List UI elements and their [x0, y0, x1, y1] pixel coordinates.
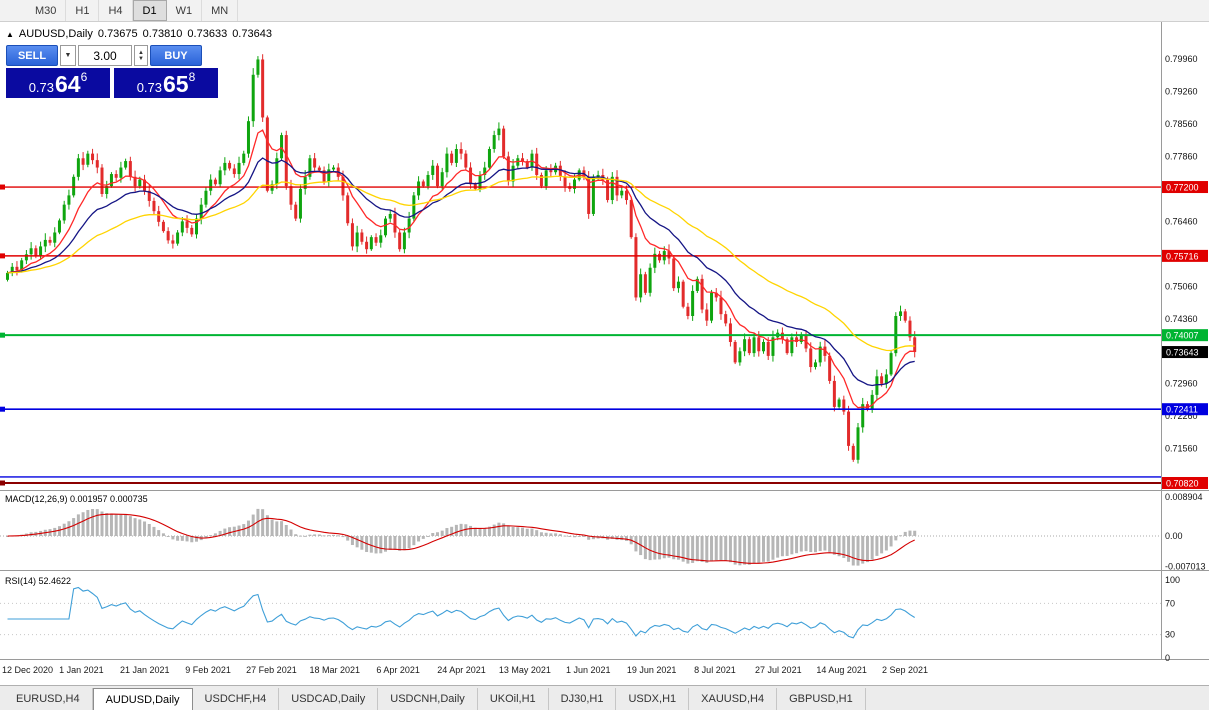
spin-up-icon[interactable]: ▲	[138, 49, 144, 56]
date-axis[interactable]: 12 Dec 2020 1 Jan 2021 21 Jan 2021 9 Feb 20…	[0, 662, 1161, 680]
svg-text:70: 70	[1165, 598, 1175, 608]
spin-down-icon[interactable]: ▼	[138, 55, 144, 62]
date-label: 12 Dec 2020	[2, 665, 54, 675]
svg-text:0.77200: 0.77200	[1166, 183, 1199, 193]
svg-text:0.72260: 0.72260	[1165, 411, 1198, 421]
svg-text:0.73643: 0.73643	[1166, 348, 1199, 358]
horizontal-lines-layer[interactable]	[0, 184, 1161, 486]
chart-tab-eurusd-h4[interactable]: EURUSD,H4	[4, 688, 93, 710]
low-value: 0.73633	[187, 28, 228, 40]
svg-text:0.75716: 0.75716	[1166, 251, 1199, 261]
date-label: 8 Jul 2021	[694, 665, 736, 675]
rsi-pane	[0, 586, 1161, 639]
volume-stepper[interactable]: ▲ ▼	[134, 45, 148, 66]
svg-text:0.72411: 0.72411	[1166, 405, 1198, 415]
macd-indicator-label: MACD(12,26,9) 0.001957 0.000735	[5, 494, 148, 504]
buy-price-big: 65	[163, 71, 189, 97]
svg-text:0.77860: 0.77860	[1165, 151, 1198, 161]
svg-text:0.78560: 0.78560	[1165, 119, 1198, 129]
svg-text:0: 0	[1165, 653, 1170, 663]
date-label: 1 Jun 2021	[565, 665, 611, 675]
sell-price-big: 64	[55, 71, 81, 97]
svg-text:0.71560: 0.71560	[1165, 444, 1198, 454]
buy-price-prefix: 0.73	[136, 80, 163, 95]
svg-text:100: 100	[1165, 575, 1180, 585]
chart-tab-audusd-daily[interactable]: AUDUSD,Daily	[92, 688, 193, 710]
chart-tab-usdx-h1[interactable]: USDX,H1	[616, 688, 690, 710]
sell-price-display[interactable]: 0.73 64 6	[6, 68, 110, 98]
svg-text:30: 30	[1165, 630, 1175, 640]
moving-averages-layer	[7, 129, 915, 409]
sell-price-prefix: 0.73	[28, 80, 55, 95]
timeframe-button-MN[interactable]: MN	[202, 0, 239, 21]
svg-text:0.79260: 0.79260	[1165, 86, 1198, 96]
one-click-trade-panel: SELL ▼ ▲ ▼ BUY 0.73 64 6 0.73 65 8	[6, 45, 220, 98]
buy-price-sup: 8	[188, 70, 196, 84]
date-label: 2 Sep 2021	[882, 665, 929, 675]
date-label: 27 Feb 2021	[246, 665, 297, 675]
macd-pane	[0, 508, 1161, 566]
date-label: 18 Mar 2021	[309, 665, 361, 675]
close-value: 0.73643	[232, 28, 272, 40]
chart-tab-usdcad-daily[interactable]: USDCAD,Daily	[279, 688, 379, 710]
date-label: 21 Jan 2021	[119, 665, 170, 675]
chart-tab-gbpusd-h1[interactable]: GBPUSD,H1	[777, 688, 866, 710]
date-label: 24 Apr 2021	[437, 665, 486, 675]
chart-tab-dj30-h1[interactable]: DJ30,H1	[549, 688, 617, 710]
timeframe-toolbar: M30 H1 H4 D1 W1 MN	[0, 0, 1209, 22]
svg-text:0.00: 0.00	[1165, 531, 1183, 541]
buy-price-display[interactable]: 0.73 65 8	[114, 68, 218, 98]
chart-tab-usdcnh-daily[interactable]: USDCNH,Daily	[378, 688, 478, 710]
svg-text:0.72960: 0.72960	[1165, 379, 1198, 389]
svg-text:0.75060: 0.75060	[1165, 281, 1198, 291]
date-label: 13 May 2021	[498, 665, 551, 675]
date-label: 27 Jul 2021	[755, 665, 802, 675]
chart-ohlc-header: ▲ AUDUSD,Daily 0.73675 0.73810 0.73633 0…	[6, 28, 272, 40]
price-chart[interactable]: 0.79960 0.79260 0.78560 0.77860 0.76460 0.750…	[0, 22, 1209, 685]
collapse-panel-icon[interactable]: ▲	[6, 29, 14, 39]
timeframe-button-D1[interactable]: D1	[132, 0, 167, 21]
svg-text:0.76460: 0.76460	[1165, 216, 1198, 226]
symbol-label: AUDUSD,Daily	[18, 28, 93, 40]
volume-input[interactable]	[78, 45, 132, 66]
chart-tab-ukoil-h1[interactable]: UKOil,H1	[478, 688, 549, 710]
price-axis[interactable]: 0.79960 0.79260 0.78560 0.77860 0.76460 0.750…	[1162, 54, 1208, 663]
date-label: 1 Jan 2021	[59, 665, 104, 675]
chart-tab-usdchf-h4[interactable]: USDCHF,H4	[193, 688, 280, 710]
svg-text:0.74007: 0.74007	[1166, 331, 1199, 341]
sell-button[interactable]: SELL	[6, 45, 58, 66]
chart-tab-xauusd-h4[interactable]: XAUUSD,H4	[689, 688, 778, 710]
high-value: 0.73810	[142, 28, 183, 40]
timeframe-button-H4[interactable]: H4	[99, 0, 133, 21]
open-value: 0.73675	[97, 28, 138, 40]
pane-frames	[0, 22, 1209, 660]
svg-text:0.008904: 0.008904	[1165, 492, 1203, 502]
chart-tab-bar: EURUSD,H4 AUDUSD,Daily USDCHF,H4 USDCAD,Dai…	[0, 685, 1209, 710]
volume-dropdown-icon[interactable]: ▼	[60, 45, 76, 66]
candles-layer	[6, 54, 917, 464]
svg-text:0.74360: 0.74360	[1165, 314, 1198, 324]
sell-price-sup: 6	[80, 70, 88, 84]
svg-text:0.70820: 0.70820	[1166, 479, 1199, 489]
date-label: 19 Jun 2021	[626, 665, 677, 675]
date-label: 9 Feb 2021	[185, 665, 231, 675]
timeframe-button-H1[interactable]: H1	[66, 0, 100, 21]
date-label: 6 Apr 2021	[376, 665, 420, 675]
timeframe-button-W1[interactable]: W1	[167, 0, 203, 21]
date-label: 14 Aug 2021	[816, 665, 867, 675]
svg-text:-0.007013: -0.007013	[1165, 562, 1206, 572]
rsi-indicator-label: RSI(14) 52.4622	[5, 576, 72, 586]
timeframe-button-M30[interactable]: M30	[26, 0, 67, 21]
chart-area: 0.79960 0.79260 0.78560 0.77860 0.76460 0.750…	[0, 22, 1209, 685]
buy-button[interactable]: BUY	[150, 45, 202, 66]
svg-text:0.79960: 0.79960	[1165, 54, 1198, 64]
